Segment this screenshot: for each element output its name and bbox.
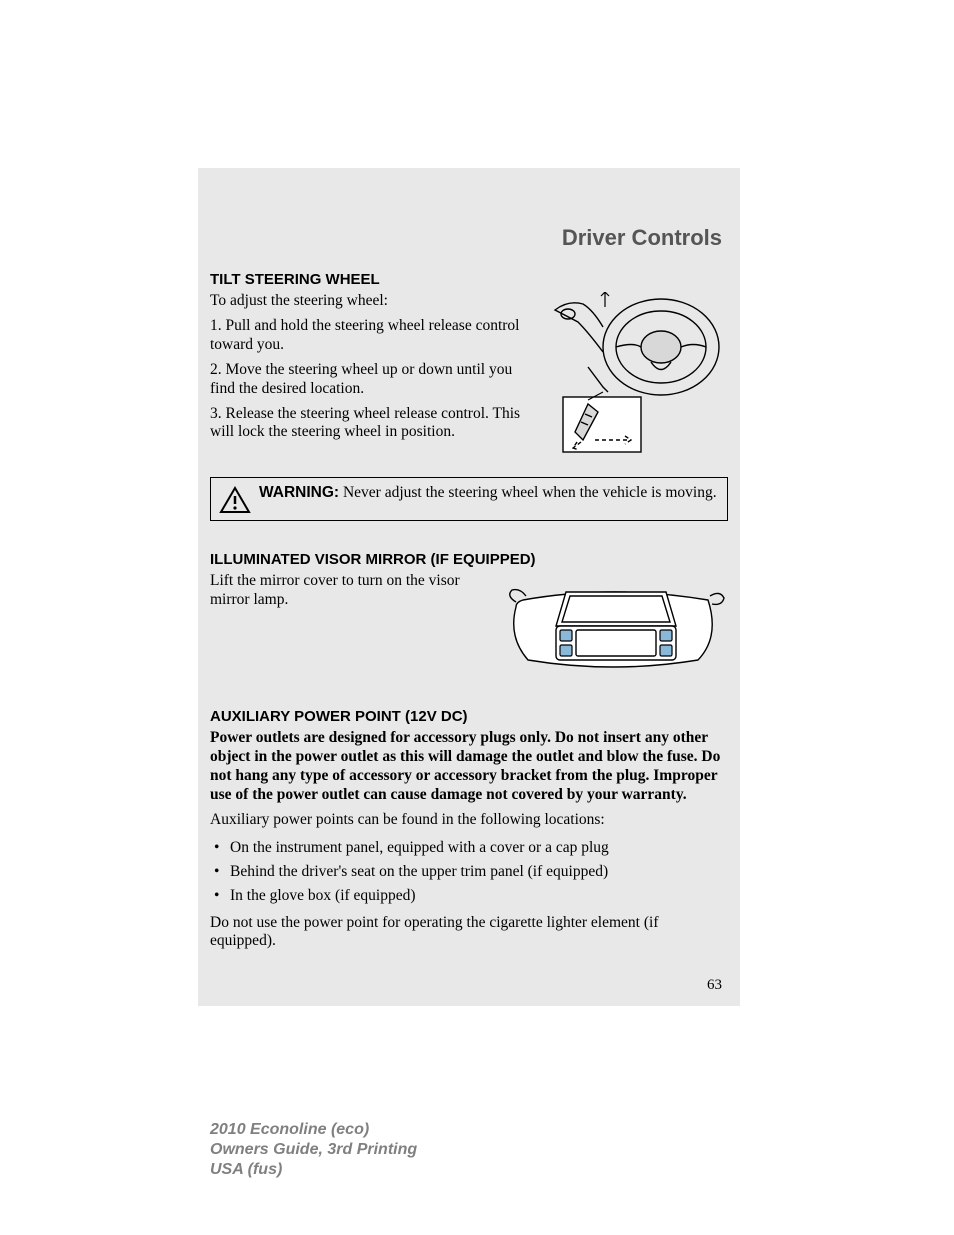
tilt-heading: TILT STEERING WHEEL <box>210 271 728 288</box>
visor-block: Lift the mirror cover to turn on the vis… <box>210 572 728 682</box>
aux-bullet-list: On the instrument panel, equipped with a… <box>210 836 728 908</box>
aux-heading: AUXILIARY POWER POINT (12V DC) <box>210 708 728 725</box>
aux-locations-intro: Auxiliary power points can be found in t… <box>210 811 728 830</box>
tilt-intro: To adjust the steering wheel: <box>210 292 523 311</box>
footer-line-1: 2010 Econoline (eco) <box>210 1120 417 1140</box>
page-content: Driver Controls TILT STEERING WHEEL To a… <box>210 225 728 957</box>
list-item: Behind the driver's seat on the upper tr… <box>210 860 728 884</box>
warning-text: Never adjust the steering wheel when the… <box>339 484 717 501</box>
aux-closing: Do not use the power point for operating… <box>210 914 728 952</box>
list-item: On the instrument panel, equipped with a… <box>210 836 728 860</box>
page-number: 63 <box>707 977 722 994</box>
warning-icon <box>219 486 251 514</box>
aux-bold-paragraph: Power outlets are designed for accessory… <box>210 729 728 805</box>
tilt-block: To adjust the steering wheel: 1. Pull an… <box>210 292 728 467</box>
tilt-step1: 1. Pull and hold the steering wheel rele… <box>210 317 523 355</box>
warning-text-block: WARNING: Never adjust the steering wheel… <box>259 484 717 503</box>
tilt-step3: 3. Release the steering wheel release co… <box>210 405 523 443</box>
tilt-warning-box: WARNING: Never adjust the steering wheel… <box>210 477 728 521</box>
chapter-title: Driver Controls <box>210 225 728 251</box>
visor-text: Lift the mirror cover to turn on the vis… <box>210 572 488 610</box>
tilt-step2: 2. Move the steering wheel up or down un… <box>210 361 523 399</box>
footer-line-2: Owners Guide, 3rd Printing <box>210 1140 417 1160</box>
footer-line-3: USA (fus) <box>210 1160 417 1180</box>
visor-heading: ILLUMINATED VISOR MIRROR (IF EQUIPPED) <box>210 551 728 568</box>
warning-label: WARNING: <box>259 484 339 501</box>
tilt-steering-illustration <box>533 292 728 462</box>
visor-illustration <box>498 572 728 677</box>
footer: 2010 Econoline (eco) Owners Guide, 3rd P… <box>210 1120 417 1180</box>
list-item: In the glove box (if equipped) <box>210 884 728 908</box>
